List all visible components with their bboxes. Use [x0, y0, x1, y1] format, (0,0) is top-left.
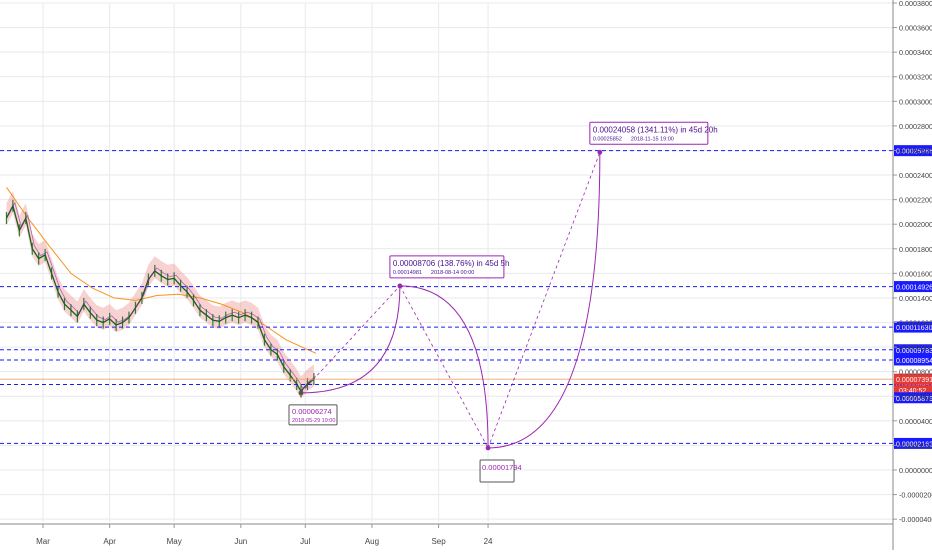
price-badge: [894, 392, 932, 404]
projection-layer: [298, 149, 603, 451]
level-badge-label: 0.00025986: [896, 149, 932, 156]
grid-layer: [0, 2, 893, 522]
projection-point: [597, 149, 603, 155]
level-badge: [894, 344, 932, 356]
annotation-sub: 2018-05-29 19:00: [292, 418, 335, 424]
level-badge: [894, 437, 932, 449]
price-badge-label: 0.00005879: [896, 396, 932, 403]
x-tick-label: 24: [484, 537, 493, 546]
level-badge: [894, 321, 932, 333]
projection-point: [298, 390, 304, 396]
level-badge-label: 0.00011630: [896, 325, 932, 332]
x-tick-label: Sep: [431, 537, 446, 546]
annotation-sub-left: 0.00025852: [593, 136, 622, 142]
price-badge-timer-label: 03:40:52: [899, 388, 926, 395]
annotation-sub-right: 2018-08-14 00:00: [431, 270, 474, 276]
projection-curve: [399, 285, 489, 448]
series-layer: [5, 187, 317, 399]
annotation-text: 0.00001794: [482, 463, 522, 472]
y-tick-label: 0.00000000: [899, 466, 932, 475]
annotation-box-target: [589, 121, 709, 145]
level-layer: 0.00025986 0.00014926 0.00011630 0.00009783…: [0, 145, 932, 449]
x-tick-label: Mar: [36, 537, 50, 546]
x-tick-label: Apr: [103, 537, 116, 546]
level-badge-label: 0.00002163: [896, 441, 932, 448]
level-badge-label: 0.00009783: [896, 348, 932, 355]
level-badge: [894, 281, 932, 293]
projection-dashed-segment: [300, 285, 401, 394]
annotation-text: 0.00008706 (138.76%) in 45d 5h: [393, 259, 510, 268]
projection-curve: [488, 152, 601, 449]
price-badge-timer: [894, 385, 932, 396]
moving-average-line: [6, 187, 317, 354]
ichimoku-cloud: [6, 191, 314, 399]
projection-dashed-segment: [399, 285, 489, 449]
annotation-layer: 0.00006274 2018-05-29 19:00 0.00008706 (13…: [288, 121, 718, 483]
x-tick-label: Jul: [300, 537, 310, 546]
level-badge: [894, 354, 932, 366]
annotation-box-dip: [479, 459, 515, 483]
x-tick-label: Aug: [365, 537, 379, 546]
secondary-indicator-line: [8, 201, 317, 389]
projection-curve: [300, 285, 401, 394]
annotation-sub-right: 2018-11-15 19:00: [631, 136, 674, 142]
level-badge-label: 0.00008954: [896, 358, 932, 365]
annotation-box-target: [389, 255, 505, 279]
projection-dashed-segment: [487, 152, 601, 449]
price-line: [5, 204, 315, 393]
level-badge: [894, 145, 932, 157]
annotation-sub-left: 0.00014981: [393, 270, 422, 276]
annotation-text: 0.00006274: [292, 407, 332, 416]
price-badge-label: 0.00007391: [896, 377, 932, 384]
x-tick-label: Jun: [234, 537, 247, 546]
x-tick-label: May: [167, 537, 182, 546]
price-badge: [894, 373, 932, 385]
annotation-text: 0.00024058 (1341.11%) in 45d 20h: [593, 125, 718, 134]
annotation-box-low: [288, 404, 338, 426]
level-badge-label: 0.00014926: [896, 285, 932, 292]
